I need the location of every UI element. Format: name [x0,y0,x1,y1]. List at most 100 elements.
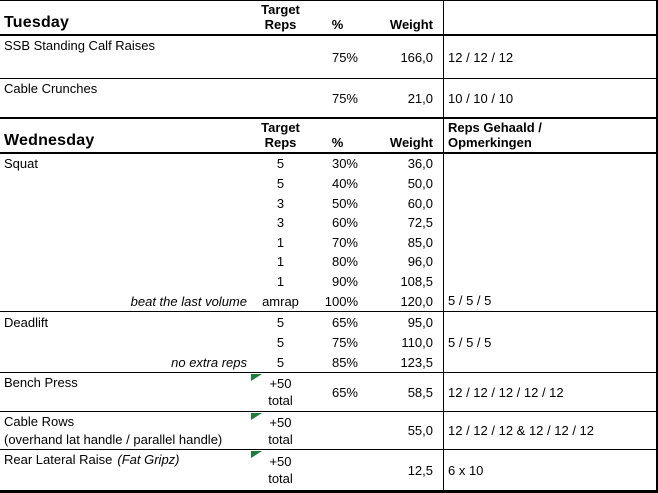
cell-deadlift-set3-reps[interactable]: 5 [251,352,310,372]
cell-notes-header-tuesday-empty[interactable] [443,1,656,34]
weight-value: 166,0 [400,49,433,65]
cell-weight-rear-lateral[interactable]: 12,5 [365,450,443,490]
cell-pct-bench[interactable]: 65% [310,373,365,411]
cell-squat-set4-reps[interactable]: 3 [251,213,310,233]
cell-notes-header-wednesday[interactable]: Reps Gehaald / Opmerkingen [443,119,656,152]
cell-deadlift-set1-reps[interactable]: 5 [251,312,310,332]
cell-squat-set3-weight[interactable]: 60,0 [365,193,443,213]
row-bench-press: Bench Press +50 total 65% 58,5 12 / 12 /… [0,373,656,412]
pct-value: 75% [331,334,358,350]
cell-squat-set3-reps[interactable]: 3 [251,193,310,213]
cell-squat-set6-reps[interactable]: 1 [251,252,310,272]
pct-value: 65% [331,314,358,330]
cell-squat-set7-reps[interactable]: 1 [251,272,310,292]
cell-weight-cable-crunches[interactable]: 21,0 [365,79,443,117]
cell-weight-header-wednesday[interactable]: Weight [365,119,443,152]
cell-squat-set2-pct[interactable]: 40% [310,174,365,194]
weight-value: 123,5 [400,354,433,370]
cell-target-rear-lateral[interactable]: +50 total [251,450,310,490]
cell-note-squat[interactable]: beat the last volume [0,291,251,311]
reps-value: 5 [276,175,285,191]
cell-squat-set2-reps[interactable]: 5 [251,174,310,194]
cell-exercise-name-cable-crunches[interactable]: Cable Crunches [0,79,251,117]
cell-percent-header-tuesday[interactable]: % [310,1,365,34]
weight-value: 96,0 [407,254,433,270]
cell-note-deadlift[interactable]: no extra reps [0,352,251,372]
cell-squat-set8-reps[interactable]: amrap [251,291,310,311]
cell-result-deadlift[interactable]: 5 / 5 / 5 [443,312,656,372]
cell-pct-ssb[interactable]: 75% [310,36,365,78]
cell-squat-set4-pct[interactable]: 60% [310,213,365,233]
cell-weight-ssb[interactable]: 166,0 [365,36,443,78]
target-line2: total [268,431,293,447]
weight-value: 72,5 [407,215,433,231]
reps-value: 5 [276,334,285,350]
block-deadlift: Deadlift no extra reps 5 65% 95,0 5 75% … [0,312,656,373]
weight-header: Weight [389,135,433,150]
cell-squat-set1-weight[interactable]: 36,0 [365,154,443,174]
result-value: 5 / 5 / 5 [448,293,492,308]
cell-deadlift-set3-pct[interactable]: 85% [310,352,365,372]
cell-exercise-name-cable-rows[interactable]: Cable Rows (overhand lat handle / parall… [0,412,251,449]
pct-value: 30% [331,156,358,172]
cell-squat-set1-reps[interactable]: 5 [251,154,310,174]
cell-percent-header-wednesday[interactable]: % [310,119,365,152]
cell-tuesday-title[interactable]: Tuesday [0,1,251,34]
cell-squat-set7-weight[interactable]: 108,5 [365,272,443,292]
cell-target-reps-header-tuesday[interactable]: Target Reps [251,1,310,34]
reps-value: 1 [276,274,285,290]
pct-value: 60% [331,215,358,231]
cell-squat-set2-weight[interactable]: 50,0 [365,174,443,194]
cell-exercise-name-bench[interactable]: Bench Press [0,373,251,411]
cell-target-bench[interactable]: +50 total [251,373,310,411]
cell-deadlift-set3-weight[interactable]: 123,5 [365,352,443,372]
row-rear-lateral-raise: Rear Lateral Raise (Fat Gripz) +50 total… [0,450,656,493]
cell-squat-set5-pct[interactable]: 70% [310,233,365,253]
cell-weight-bench[interactable]: 58,5 [365,373,443,411]
cell-deadlift-set2-pct[interactable]: 75% [310,332,365,352]
cell-exercise-name-rear-lateral[interactable]: Rear Lateral Raise (Fat Gripz) [0,450,251,490]
exercise-name: Bench Press [4,375,78,390]
result-value: 12 / 12 / 12 / 12 / 12 [448,384,564,400]
cell-squat-set6-weight[interactable]: 96,0 [365,252,443,272]
cell-deadlift-set2-weight[interactable]: 110,0 [365,332,443,352]
cell-squat-set3-pct[interactable]: 50% [310,193,365,213]
cell-squat-set1-pct[interactable]: 30% [310,154,365,174]
cell-deadlift-set2-reps[interactable]: 5 [251,332,310,352]
cell-deadlift-set1-pct[interactable]: 65% [310,312,365,332]
cell-result-bench[interactable]: 12 / 12 / 12 / 12 / 12 [443,373,656,411]
cell-result-cable-crunches[interactable]: 10 / 10 / 10 [443,79,656,117]
cell-target-cable-rows[interactable]: +50 total [251,412,310,449]
cell-squat-set8-weight[interactable]: 120,0 [365,291,443,311]
cell-target-ssb[interactable] [251,36,310,78]
cell-squat-set5-weight[interactable]: 85,0 [365,233,443,253]
cell-squat-set8-pct[interactable]: 100% [310,291,365,311]
cell-weight-cable-rows[interactable]: 55,0 [365,412,443,449]
cell-squat-set7-pct[interactable]: 90% [310,272,365,292]
target-line2: total [268,393,293,408]
cell-target-reps-header-wednesday[interactable]: Target Reps [251,119,310,152]
reps-value: amrap [262,293,299,309]
cell-target-cable-crunches[interactable] [251,79,310,117]
cell-pct-rear-lateral[interactable] [310,450,365,490]
weight-header: Weight [389,17,433,32]
cell-squat-set5-reps[interactable]: 1 [251,233,310,253]
cell-result-rear-lateral[interactable]: 6 x 10 [443,450,656,490]
cell-squat-set6-pct[interactable]: 80% [310,252,365,272]
cell-deadlift-set1-weight[interactable]: 95,0 [365,312,443,332]
cell-exercise-name-ssb[interactable]: SSB Standing Calf Raises [0,36,251,78]
cell-pct-cable-rows[interactable] [310,412,365,449]
weight-value: 21,0 [407,90,433,106]
cell-wednesday-title[interactable]: Wednesday [0,119,251,152]
cell-squat-set4-weight[interactable]: 72,5 [365,213,443,233]
cell-weight-header-tuesday[interactable]: Weight [365,1,443,34]
wednesday-title: Wednesday [4,132,95,149]
cell-exercise-name-deadlift[interactable]: Deadlift [0,312,251,332]
cell-result-cable-rows[interactable]: 12 / 12 / 12 & 12 / 12 / 12 [443,412,656,449]
cell-result-ssb[interactable]: 12 / 12 / 12 [443,36,656,78]
target-header-line1: Target [261,120,300,135]
cell-pct-cable-crunches[interactable]: 75% [310,79,365,117]
cell-result-squat[interactable]: 5 / 5 / 5 [443,154,656,311]
cell-exercise-name-squat[interactable]: Squat [0,154,251,174]
reps-value: 5 [276,156,285,172]
